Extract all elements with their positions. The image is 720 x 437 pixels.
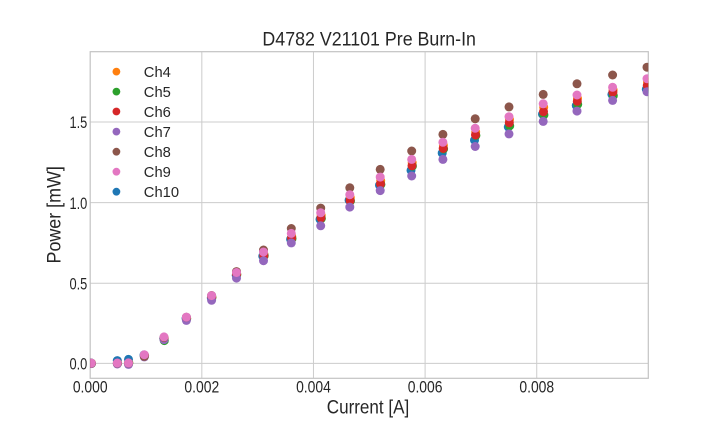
svg-text:0.006: 0.006 xyxy=(408,378,443,396)
svg-text:Ch10: Ch10 xyxy=(144,184,179,201)
svg-text:0.5: 0.5 xyxy=(69,276,87,294)
svg-text:1.0: 1.0 xyxy=(69,195,87,213)
svg-text:0.008: 0.008 xyxy=(519,378,554,396)
svg-text:0.002: 0.002 xyxy=(184,378,219,396)
svg-text:Ch4: Ch4 xyxy=(144,64,171,81)
svg-text:0.000: 0.000 xyxy=(73,378,108,396)
svg-text:Ch5: Ch5 xyxy=(144,84,171,101)
svg-text:1.5: 1.5 xyxy=(69,115,87,133)
svg-text:0.004: 0.004 xyxy=(296,378,331,396)
svg-text:Ch8: Ch8 xyxy=(144,144,171,161)
svg-text:Ch7: Ch7 xyxy=(144,124,171,141)
svg-text:Current [A]: Current [A] xyxy=(327,395,409,417)
svg-text:Ch6: Ch6 xyxy=(144,104,171,121)
svg-text:0.0: 0.0 xyxy=(69,356,87,374)
svg-text:Ch9: Ch9 xyxy=(144,164,171,181)
svg-text:D4782 V21101 Pre Burn-In: D4782 V21101 Pre Burn-In xyxy=(262,28,476,50)
svg-text:Power [mW]: Power [mW] xyxy=(43,166,65,263)
